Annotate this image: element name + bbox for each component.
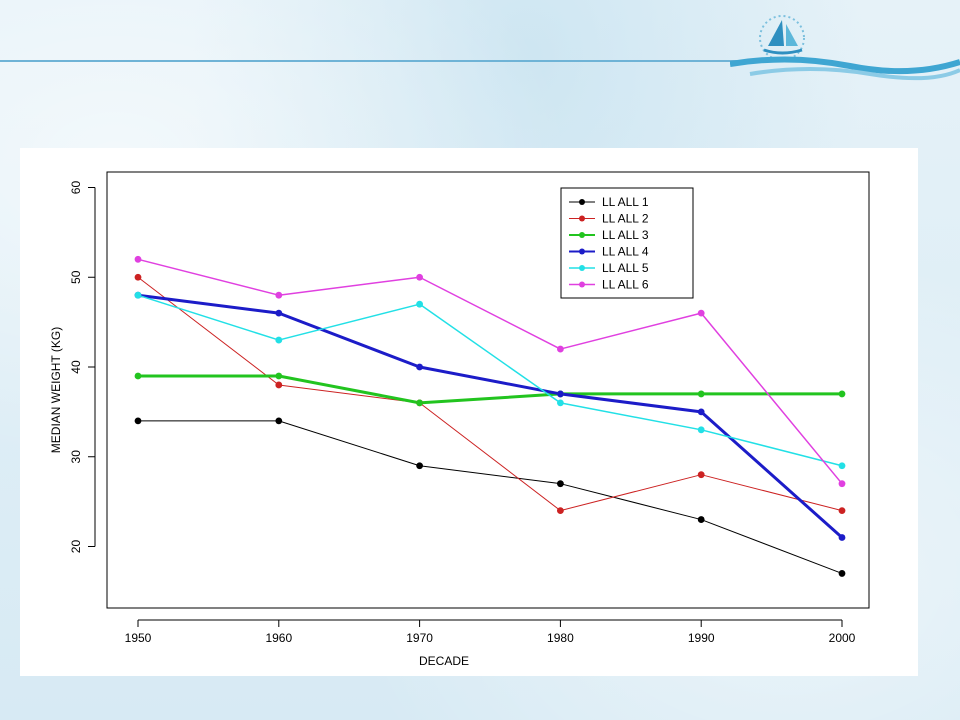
data-point [697, 471, 705, 479]
data-point [416, 300, 423, 308]
chart-legend: LL ALL 1 LL ALL 2 LL ALL 3 LL ALL 4 LL ALL 5… [560, 187, 694, 299]
y-tick-label: 40 [69, 360, 83, 374]
data-point [838, 570, 846, 577]
legend-swatch-point [579, 199, 585, 205]
series-line-3 [138, 374, 842, 405]
data-point [557, 480, 564, 488]
data-point [557, 507, 564, 514]
legend-label: LL ALL 4 [602, 245, 649, 259]
legend-label: LL ALL 1 [602, 195, 649, 209]
data-point [697, 516, 705, 523]
data-point [134, 273, 142, 281]
series-line-4 [137, 293, 843, 539]
data-point [557, 390, 564, 398]
legend-label: LL ALL 3 [602, 228, 649, 242]
data-point [838, 480, 846, 488]
plot-frame [106, 171, 870, 609]
legend-label: LL ALL 5 [602, 261, 649, 275]
x-axis-title: DECADE [419, 654, 469, 668]
data-point [697, 408, 705, 416]
data-point [275, 381, 283, 389]
series-line-6 [137, 258, 843, 485]
x-tick-label: 1950 [125, 631, 152, 645]
y-tick-label: 30 [69, 450, 83, 464]
data-point [697, 426, 705, 434]
data-point [838, 534, 846, 541]
x-tick-label: 1970 [406, 631, 433, 645]
y-tick-label: 50 [69, 270, 83, 284]
x-tick-label: 2000 [829, 631, 856, 645]
legend-label: LL ALL 2 [602, 212, 649, 226]
data-point [275, 417, 283, 425]
legend-swatch-point [579, 215, 585, 222]
data-point [416, 399, 423, 407]
series-line-2 [137, 276, 843, 512]
data-point [697, 309, 705, 317]
x-tick-label: 1960 [265, 631, 292, 645]
x-tick-label: 1980 [547, 631, 574, 645]
data-point [134, 372, 142, 380]
header-divider [0, 60, 780, 62]
y-tick-label: 60 [69, 181, 83, 195]
line-chart: 1950 1960 1970 1980 1990 2000 20 30 40 50 60 MEDIA… [49, 171, 870, 668]
data-point [838, 462, 846, 470]
data-point [134, 417, 142, 425]
data-point [275, 291, 283, 299]
data-point [134, 291, 142, 299]
series-line-1 [138, 420, 843, 574]
data-point [416, 363, 423, 371]
legend-box [560, 187, 694, 299]
y-tick-label: 20 [69, 540, 83, 554]
data-point [275, 372, 283, 380]
legend-swatch-point [579, 248, 585, 255]
legend-label: LL ALL 6 [602, 278, 649, 292]
data-point [697, 390, 705, 398]
data-point [557, 399, 564, 407]
data-point [416, 273, 423, 281]
data-point [416, 462, 423, 470]
legend-swatch-point [579, 281, 585, 288]
series-line-5 [137, 294, 843, 467]
x-tick-label: 1990 [688, 631, 715, 645]
data-point [557, 345, 564, 353]
boat-emblem-icon [730, 15, 960, 81]
legend-swatch-point [579, 265, 585, 271]
chart-panel: 1950 1960 1970 1980 1990 2000 20 30 40 50 60 MEDIA… [20, 148, 918, 676]
data-point [838, 507, 846, 514]
data-point [275, 309, 283, 317]
legend-swatch-point [579, 232, 585, 238]
data-point [838, 390, 846, 398]
data-point [275, 336, 283, 344]
data-point [134, 255, 142, 263]
y-axis-title: MEDIAN WEIGHT (KG) [49, 327, 63, 453]
